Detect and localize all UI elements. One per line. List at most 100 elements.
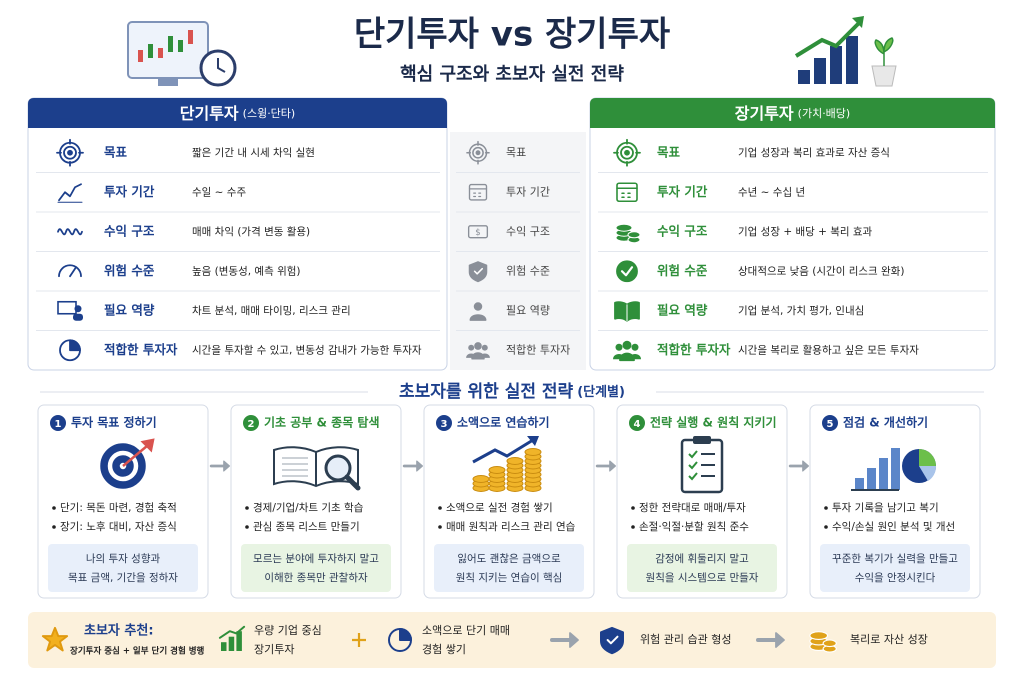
icon-part bbox=[67, 149, 73, 156]
bullet-dot bbox=[438, 506, 442, 510]
icon-group bbox=[466, 342, 490, 360]
step-note: 잃어도 괜찮은 금액으로 bbox=[457, 552, 561, 565]
icon-part bbox=[855, 478, 864, 490]
long-value: 시간을 복리로 활용하고 싶은 모든 투자자 bbox=[738, 343, 919, 356]
panel-header-title: 장기투자 (가치·배당) bbox=[735, 104, 850, 123]
candle bbox=[178, 40, 183, 52]
step-note: 감정에 휘둘리지 말고 bbox=[655, 553, 749, 565]
icon-part bbox=[609, 460, 617, 472]
icon-part bbox=[620, 266, 634, 277]
icon-pie bbox=[59, 339, 81, 362]
bar-illustration bbox=[814, 58, 826, 84]
step-note-box bbox=[48, 544, 198, 592]
bar-illustration bbox=[830, 46, 842, 84]
icon-star bbox=[41, 626, 69, 652]
row-label: 수익 구조 bbox=[104, 223, 155, 238]
icon-part bbox=[236, 631, 242, 651]
long-value: 수년 ~ 수십 년 bbox=[738, 186, 805, 198]
icon-part bbox=[58, 183, 82, 202]
step-bullet: 정한 전략대로 매매/투자 bbox=[639, 502, 746, 514]
row-label: 필요 역량 bbox=[104, 302, 155, 317]
step-bullet: 손절·익절·분할 원칙 준수 bbox=[639, 520, 749, 533]
long-value: 기업 성장과 복리 효과로 자산 증식 bbox=[738, 146, 890, 159]
icon-part bbox=[693, 436, 711, 444]
icon-part bbox=[569, 632, 579, 648]
icon-part bbox=[223, 460, 231, 472]
icon-part bbox=[620, 145, 634, 160]
step-number: 5 bbox=[827, 419, 834, 430]
icon-part bbox=[472, 438, 534, 464]
candle bbox=[188, 30, 193, 44]
icon-part bbox=[919, 449, 936, 466]
icon-line bbox=[57, 183, 83, 203]
step-badge bbox=[822, 415, 838, 431]
row-label: 목표 bbox=[506, 146, 526, 159]
recommend-subtitle: 장기투자 중심 + 일부 단기 경험 병행 bbox=[70, 646, 205, 657]
panel-header-title: 단기투자 (스윙·단타) bbox=[180, 104, 295, 123]
step-note-box bbox=[820, 544, 970, 592]
step-note: 모르는 분야에 투자하지 말고 bbox=[253, 552, 379, 565]
icon-calendar bbox=[468, 183, 488, 201]
step-illustration bbox=[680, 436, 724, 494]
step-note: 수익을 안정시킨다 bbox=[855, 572, 936, 584]
icon-part bbox=[63, 145, 77, 160]
row-label: 목표 bbox=[657, 144, 681, 159]
icon-part bbox=[524, 448, 542, 456]
icon-coins bbox=[809, 631, 837, 653]
icon-pie bbox=[388, 628, 412, 652]
bullet-dot bbox=[52, 525, 56, 529]
icon-part bbox=[57, 228, 83, 236]
candle bbox=[148, 44, 153, 58]
bar-illustration bbox=[798, 70, 810, 84]
step-note: 이해한 종목만 관찰하자 bbox=[264, 571, 368, 584]
step-note-box bbox=[434, 544, 584, 592]
bullet-dot bbox=[52, 506, 56, 510]
bullet-dot bbox=[245, 525, 249, 529]
icon-part bbox=[527, 436, 539, 446]
recommend-item: 우량 기업 중심 bbox=[254, 624, 322, 637]
short-value: 수일 ~ 수주 bbox=[192, 185, 246, 198]
step-illustration bbox=[472, 436, 542, 492]
icon-target bbox=[56, 138, 84, 167]
icon-part bbox=[488, 466, 506, 474]
arrow-illustration bbox=[794, 20, 862, 58]
step-bullet: 단기: 목돈 마련, 경험 축적 bbox=[60, 501, 177, 514]
step-note: 꾸준한 복기가 실력을 만들고 bbox=[832, 553, 958, 565]
icon-arrow bbox=[209, 460, 231, 472]
icon-part bbox=[775, 632, 785, 648]
header-illustration-right bbox=[794, 16, 897, 87]
icon-part bbox=[600, 626, 624, 655]
icon-part bbox=[615, 223, 633, 232]
icon-part bbox=[867, 468, 876, 490]
row-label: 필요 역량 bbox=[657, 302, 708, 317]
icon-gauge bbox=[58, 264, 82, 278]
icon-part bbox=[606, 635, 619, 645]
icon-part bbox=[221, 642, 227, 651]
icon-part bbox=[822, 639, 837, 648]
icon-arrow bbox=[402, 460, 424, 472]
step-bullet: 매매 원칙과 리스크 관리 연습 bbox=[446, 521, 576, 533]
step-title: 투자 목표 정하기 bbox=[71, 415, 157, 430]
plant-pot bbox=[871, 65, 897, 87]
icon-arrow bbox=[788, 460, 810, 472]
bullet-dot bbox=[631, 525, 635, 529]
bar-illustration bbox=[846, 36, 858, 84]
icon-part bbox=[228, 636, 235, 651]
icon-part bbox=[481, 344, 488, 351]
bullet-dot bbox=[824, 506, 828, 510]
short-value: 차트 분석, 매매 타이밍, 리스크 관리 bbox=[192, 305, 351, 317]
monitor-stand bbox=[158, 78, 178, 86]
step-note: 원칙을 시스템으로 만들자 bbox=[646, 572, 759, 584]
step-title: 전략 실행 & 원칙 지키기 bbox=[650, 415, 777, 430]
icon-part bbox=[469, 314, 487, 321]
bullet-dot bbox=[631, 506, 635, 510]
row-label: 적합한 투자자 bbox=[104, 342, 178, 357]
clock-hands bbox=[217, 58, 226, 73]
step-note-box bbox=[241, 544, 391, 592]
icon-target bbox=[613, 138, 641, 167]
icon-part bbox=[919, 466, 937, 481]
candle bbox=[168, 36, 173, 52]
icon-part bbox=[688, 450, 698, 459]
row-label: 투자 기간 bbox=[657, 184, 708, 199]
icon-part bbox=[69, 266, 77, 278]
